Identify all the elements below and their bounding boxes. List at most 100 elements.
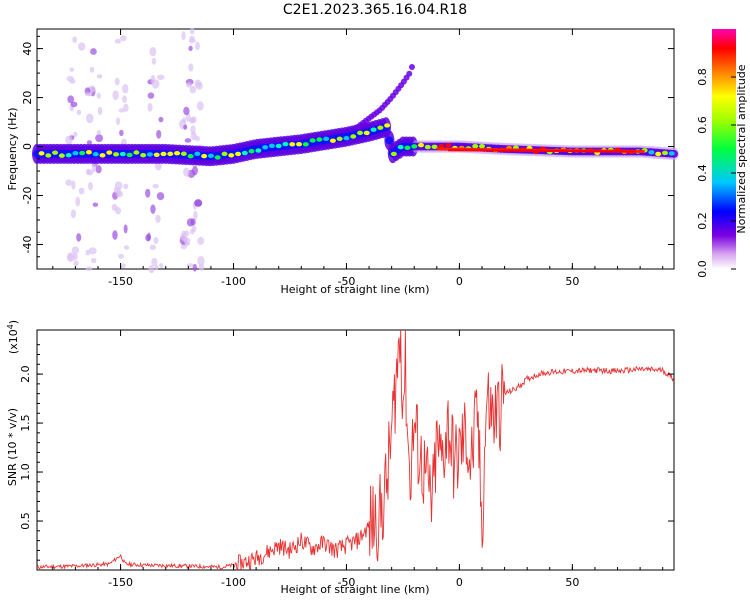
x-tick-label: -50 xyxy=(337,275,355,288)
noise-speck xyxy=(194,199,203,207)
x-tick-label: 50 xyxy=(565,275,579,288)
colorbar-ticks: 0.0 0.2 0.4 0.6 0.8 xyxy=(696,68,736,278)
band-peak xyxy=(65,153,72,158)
band-peak xyxy=(119,151,126,157)
noise-speck xyxy=(118,108,125,113)
chart-title: C2E1.2023.365.16.04.R18 xyxy=(282,2,468,18)
band-peak xyxy=(336,136,343,141)
colorbar-label: Normalized spectral amplitude xyxy=(735,64,748,233)
noise-speck xyxy=(148,264,155,274)
band-peak xyxy=(235,151,242,157)
noise-speck xyxy=(184,237,191,246)
noise-speck xyxy=(188,45,193,52)
band-peak xyxy=(146,152,153,157)
noise-speck xyxy=(75,196,81,207)
x-tick-label: 50 xyxy=(565,576,579,589)
noise-speck xyxy=(184,138,192,143)
band-core xyxy=(385,136,394,145)
noise-speck xyxy=(78,187,85,195)
noise-speck xyxy=(90,258,97,264)
noise-speck xyxy=(112,90,119,101)
snr-scale-label: (x104) xyxy=(6,320,20,354)
band-peak xyxy=(160,151,167,157)
x-tick-label: 0 xyxy=(456,275,463,288)
noise-speck xyxy=(76,233,82,242)
noise-speck xyxy=(189,35,195,41)
noise-speck xyxy=(89,66,95,73)
noise-speck xyxy=(189,85,197,94)
noise-speck xyxy=(156,192,165,201)
noise-speck xyxy=(195,135,200,142)
noise-speck xyxy=(159,262,164,269)
colorbar-tick-label: 0.4 xyxy=(696,164,709,182)
band-peak xyxy=(255,148,262,153)
branch-point xyxy=(408,63,415,70)
noise-speck xyxy=(73,260,79,267)
colorbar-gradient xyxy=(712,29,736,269)
noise-speck xyxy=(158,116,164,123)
noise-speck xyxy=(154,161,162,171)
noise-speck xyxy=(180,243,187,250)
y-tick-label: 1.0 xyxy=(19,463,32,481)
noise-speck xyxy=(197,236,205,245)
noise-speck xyxy=(156,129,162,139)
noise-speck xyxy=(122,84,129,94)
band-peak xyxy=(106,150,113,155)
noise-speck xyxy=(151,57,157,65)
band-peak xyxy=(370,127,377,132)
snr-y-label: SNR (10 * v/v) xyxy=(6,408,19,486)
noise-speck xyxy=(155,214,161,223)
noise-speck xyxy=(190,27,195,35)
y-tick-label: -20 xyxy=(21,187,34,205)
band-peak xyxy=(221,151,228,157)
noise-speck xyxy=(190,228,195,235)
noise-speck xyxy=(156,74,165,80)
noise-speck xyxy=(147,92,155,99)
strong-track xyxy=(448,149,636,153)
snr-plot-area xyxy=(36,329,675,571)
band-peak xyxy=(390,151,397,157)
band-peak xyxy=(384,123,391,128)
y-tick-label: 0.5 xyxy=(19,512,32,530)
noise-speck xyxy=(197,255,205,266)
band-peak xyxy=(377,125,384,130)
noise-speck xyxy=(145,188,151,198)
band-peak xyxy=(661,150,668,156)
noise-speck xyxy=(186,263,194,268)
noise-speck xyxy=(183,106,190,116)
band-peak xyxy=(296,142,303,147)
band-peak xyxy=(214,155,221,160)
noise-speck xyxy=(115,190,124,198)
branch-point xyxy=(406,70,413,77)
band-peak xyxy=(85,150,92,155)
noise-speck xyxy=(145,234,151,242)
spectrogram-x-label: Height of straight line (km) xyxy=(280,283,429,296)
noise-speck xyxy=(123,183,129,190)
noise-speck xyxy=(95,165,102,174)
y-tick-label: 40 xyxy=(21,42,34,56)
noise-speck xyxy=(96,92,101,99)
band-peak xyxy=(316,137,323,142)
x-tick-label: -100 xyxy=(221,576,246,589)
band-peak xyxy=(289,142,296,147)
noise-speck xyxy=(120,263,126,269)
noise-speck xyxy=(114,77,120,86)
spectrogram-y-label: Frequency (Hz) xyxy=(6,108,19,191)
band-peak xyxy=(431,144,438,150)
noise-speck xyxy=(69,67,75,72)
band-peak xyxy=(309,138,316,143)
noise-speck xyxy=(97,106,103,115)
band-peak xyxy=(350,134,357,139)
y-tick-label: -40 xyxy=(21,236,34,254)
x-tick-label: -50 xyxy=(337,576,355,589)
noise-speck xyxy=(151,79,160,89)
noise-speck xyxy=(95,134,104,143)
snr-axes: -150 -100 -50 0 50 0.5 1.0 1.5 2.0 xyxy=(19,330,674,589)
band-peak xyxy=(478,143,485,149)
noise-speck xyxy=(147,102,153,112)
band-peak xyxy=(445,142,452,148)
x-tick-label: -150 xyxy=(108,275,133,288)
band-peak xyxy=(282,141,289,147)
noise-speck xyxy=(120,35,127,42)
snr-line xyxy=(36,329,674,571)
